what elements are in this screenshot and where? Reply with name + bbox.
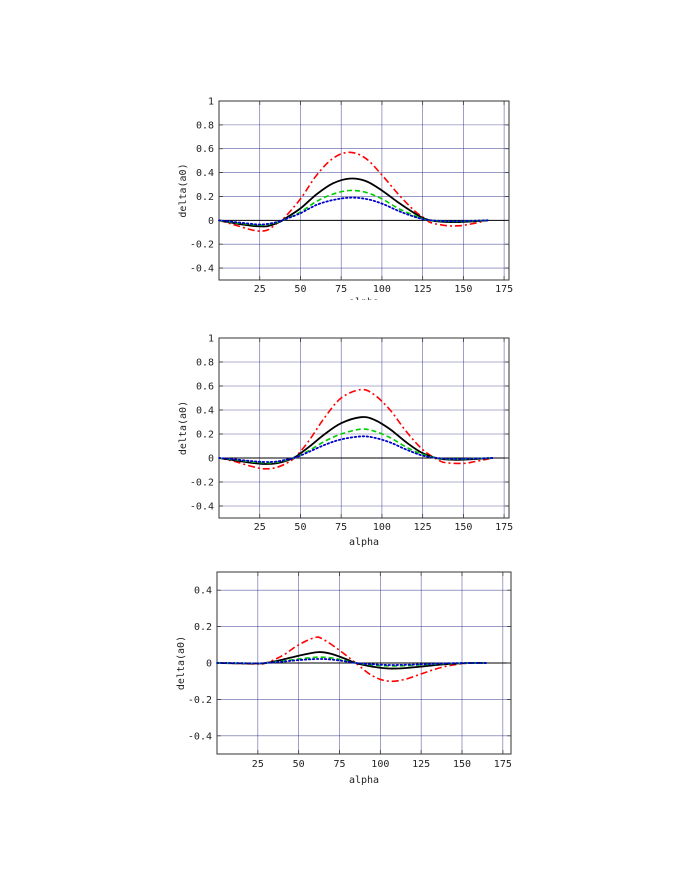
x-tick-label: 25 xyxy=(254,284,266,295)
y-tick-label: 0.4 xyxy=(194,586,212,597)
x-tick-label: 75 xyxy=(335,284,347,295)
y-tick-label: 0.2 xyxy=(196,192,214,203)
x-axis-label: alpha xyxy=(349,537,379,548)
plot-panel-3: 25 50 75 100 125 150 175 -0.4 -0.2 0 0.2 0.4 alpha de… xyxy=(0,555,685,886)
y-tick-label: 1 xyxy=(208,97,214,108)
y-tick-label: 1 xyxy=(208,334,214,345)
x-axis-label: alpha xyxy=(349,775,379,786)
y-axis-label: delta(a0) xyxy=(178,401,189,455)
series-line-solid xyxy=(218,416,493,465)
y-tick-label: 0.2 xyxy=(196,430,214,441)
series-line-dotted xyxy=(216,658,488,666)
x-tick-label: 50 xyxy=(294,522,306,533)
x-tick-label: 175 xyxy=(494,759,512,770)
y-tick-label: -0.2 xyxy=(190,478,214,489)
y-tick-label: 0 xyxy=(206,659,212,670)
plot-panel-1: 25 50 75 100 125 150 175 -0.4 -0.2 0 0.2 0.4 0.6 0.8 1… xyxy=(0,0,685,309)
x-tick-label: 25 xyxy=(254,522,266,533)
x-tick-label: 150 xyxy=(454,284,472,295)
y-tick-label: -0.4 xyxy=(190,264,214,275)
x-tick-label: 75 xyxy=(335,522,347,533)
y-tick-label: -0.4 xyxy=(188,731,212,742)
y-tick-label: 0.4 xyxy=(196,168,214,179)
x-tick-label: 125 xyxy=(414,522,432,533)
plot-frame xyxy=(218,337,510,519)
y-tick-label: -0.2 xyxy=(190,240,214,251)
y-axis-label: delta(a0) xyxy=(176,636,187,690)
series-line-dash-dot xyxy=(218,151,488,232)
y-tick-label: 0 xyxy=(208,216,214,227)
x-tick-label: 100 xyxy=(373,284,391,295)
x-tick-label: 100 xyxy=(373,522,391,533)
x-tick-label: 25 xyxy=(252,759,264,770)
x-tick-label: 50 xyxy=(293,759,305,770)
line-chart-2: 25 50 75 100 125 150 175 -0.4 -0.2 0 0.2 0.4 0.6 0.8 1… xyxy=(178,334,513,549)
x-tick-label: 125 xyxy=(414,284,432,295)
x-tick-label: 150 xyxy=(454,522,472,533)
x-tick-label: 75 xyxy=(333,759,345,770)
plot-panel-2: 25 50 75 100 125 150 175 -0.4 -0.2 0 0.2 0.4 0.6 0.8 1… xyxy=(0,300,685,555)
y-tick-label: 0.2 xyxy=(194,622,212,633)
x-tick-label: 100 xyxy=(371,759,389,770)
y-axis-label: delta(a0) xyxy=(178,163,189,217)
series-line-dotted xyxy=(218,435,494,463)
x-tick-label: 150 xyxy=(453,759,471,770)
x-tick-label: 175 xyxy=(495,522,513,533)
y-tick-label: -0.2 xyxy=(188,695,212,706)
plot-frame xyxy=(218,100,510,281)
x-tick-label: 125 xyxy=(412,759,430,770)
series-line-solid xyxy=(218,177,488,228)
series-line-dotted xyxy=(218,196,489,226)
y-tick-label: 0.6 xyxy=(196,382,214,393)
y-tick-label: 0 xyxy=(208,454,214,465)
series-line-dash-dot xyxy=(218,388,493,470)
y-tick-label: 0.8 xyxy=(196,358,214,369)
line-chart-1: 25 50 75 100 125 150 175 -0.4 -0.2 0 0.2 0.4 0.6 0.8 1… xyxy=(178,97,513,309)
y-tick-label: 0.6 xyxy=(196,144,214,155)
y-tick-label: -0.4 xyxy=(190,502,214,513)
y-tick-label: 0.4 xyxy=(196,406,214,417)
line-chart-3: 25 50 75 100 125 150 175 -0.4 -0.2 0 0.2 0.4 alpha de… xyxy=(176,571,512,786)
x-tick-label: 50 xyxy=(294,284,306,295)
series-line-dash-dot xyxy=(216,636,487,683)
y-tick-label: 0.8 xyxy=(196,120,214,131)
x-tick-label: 175 xyxy=(495,284,513,295)
